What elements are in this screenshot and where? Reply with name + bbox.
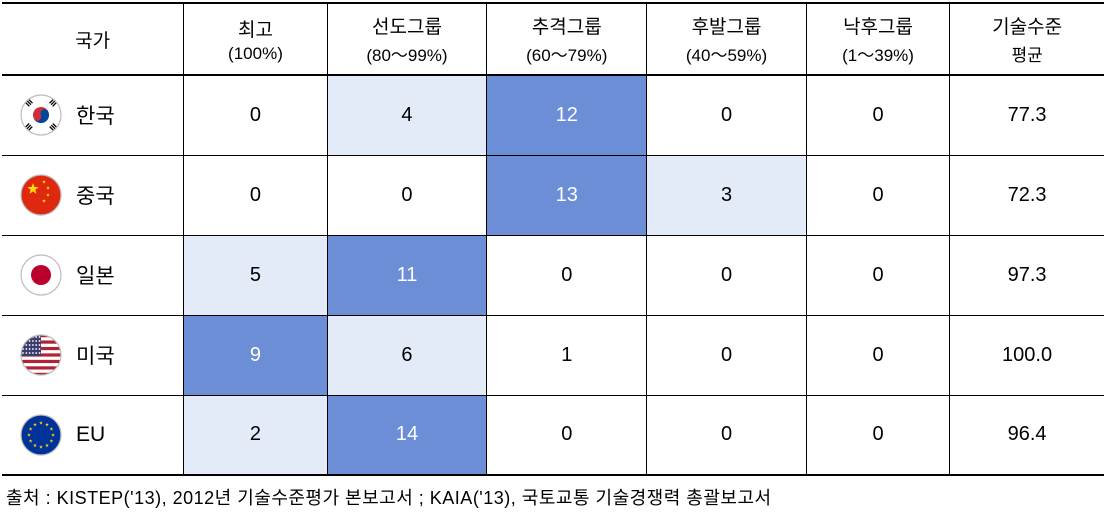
country-label: 한국 (76, 105, 115, 128)
data-cell: 5 (184, 235, 327, 315)
col-header-sub: (60～79%) (491, 41, 642, 66)
table-row: EU21400096.4 (2, 395, 1104, 475)
data-cell: 0 (647, 235, 807, 315)
data-cell: 0 (487, 395, 647, 475)
col-header-sub: 평균 (954, 41, 1100, 66)
table-header-row: 국가 최고 (100%) 선도그룹 (80～99%) 추격그룹 (60～79%) 후발그룹 (4… (2, 3, 1104, 75)
col-header-title: 추격그룹 (532, 17, 602, 38)
country-cell: EU (2, 395, 184, 475)
table-row: 한국04120077.3 (2, 75, 1104, 155)
data-cell: 96.4 (950, 395, 1104, 475)
data-cell: 97.3 (950, 235, 1104, 315)
data-cell: 0 (806, 75, 949, 155)
data-cell: 0 (806, 235, 949, 315)
data-cell: 0 (806, 315, 949, 395)
eu-flag-icon (20, 414, 62, 456)
data-cell: 1 (487, 315, 647, 395)
data-cell: 9 (184, 315, 327, 395)
country-label: EU (76, 423, 105, 446)
data-cell: 13 (487, 155, 647, 235)
col-header-sub: (1～39%) (811, 41, 945, 66)
col-header-sub: (80～99%) (332, 41, 483, 66)
kr-flag-icon (20, 94, 62, 136)
country-cell: 일본 (2, 235, 184, 315)
col-header-sub: (40～59%) (651, 41, 802, 66)
data-cell: 72.3 (950, 155, 1104, 235)
col-header-title: 기술수준 (992, 17, 1062, 38)
source-citation: 출처 : KISTEP('13), 2012년 기술수준평가 본보고서 ; KA… (2, 476, 1104, 510)
country-label: 일본 (76, 265, 115, 288)
data-cell: 0 (647, 395, 807, 475)
cn-flag-icon (20, 174, 62, 216)
col-header-6: 기술수준평균 (950, 3, 1104, 75)
us-flag-icon (20, 334, 62, 376)
country-cell: 중국 (2, 155, 184, 235)
data-cell: 12 (487, 75, 647, 155)
col-header-title: 최고 (238, 20, 273, 41)
data-cell: 4 (327, 75, 487, 155)
data-cell: 2 (184, 395, 327, 475)
col-header-title: 낙후그룹 (843, 17, 913, 38)
col-header-title: 선도그룹 (372, 17, 442, 38)
table-row: 중국00133072.3 (2, 155, 1104, 235)
col-header-1: 최고 (100%) (184, 3, 327, 75)
data-cell: 0 (647, 315, 807, 395)
col-header-2: 선도그룹 (80～99%) (327, 3, 487, 75)
data-cell: 6 (327, 315, 487, 395)
tech-level-table: 국가 최고 (100%) 선도그룹 (80～99%) 추격그룹 (60～79%) 후발그룹 (4… (2, 2, 1104, 476)
data-cell: 100.0 (950, 315, 1104, 395)
data-cell: 0 (806, 395, 949, 475)
col-header-0: 국가 (2, 3, 184, 75)
country-label: 중국 (76, 185, 115, 208)
col-header-3: 추격그룹 (60～79%) (487, 3, 647, 75)
data-cell: 77.3 (950, 75, 1104, 155)
country-cell: 한국 (2, 75, 184, 155)
data-cell: 0 (184, 155, 327, 235)
table-row: 미국96100100.0 (2, 315, 1104, 395)
country-cell: 미국 (2, 315, 184, 395)
jp-flag-icon (20, 254, 62, 296)
col-header-title: 후발그룹 (692, 17, 762, 38)
data-cell: 0 (327, 155, 487, 235)
data-cell: 0 (184, 75, 327, 155)
country-label: 미국 (76, 345, 115, 368)
data-cell: 14 (327, 395, 487, 475)
col-header-5: 낙후그룹 (1～39%) (806, 3, 949, 75)
col-header-4: 후발그룹 (40～59%) (647, 3, 807, 75)
col-header-sub: (100%) (188, 44, 322, 64)
data-cell: 0 (806, 155, 949, 235)
data-cell: 0 (647, 75, 807, 155)
data-cell: 0 (487, 235, 647, 315)
data-cell: 11 (327, 235, 487, 315)
col-header-title: 국가 (75, 31, 110, 52)
table-body: 한국04120077.3중국00133072.3일본51100097.3미국96… (2, 75, 1104, 475)
data-cell: 3 (647, 155, 807, 235)
table-row: 일본51100097.3 (2, 235, 1104, 315)
